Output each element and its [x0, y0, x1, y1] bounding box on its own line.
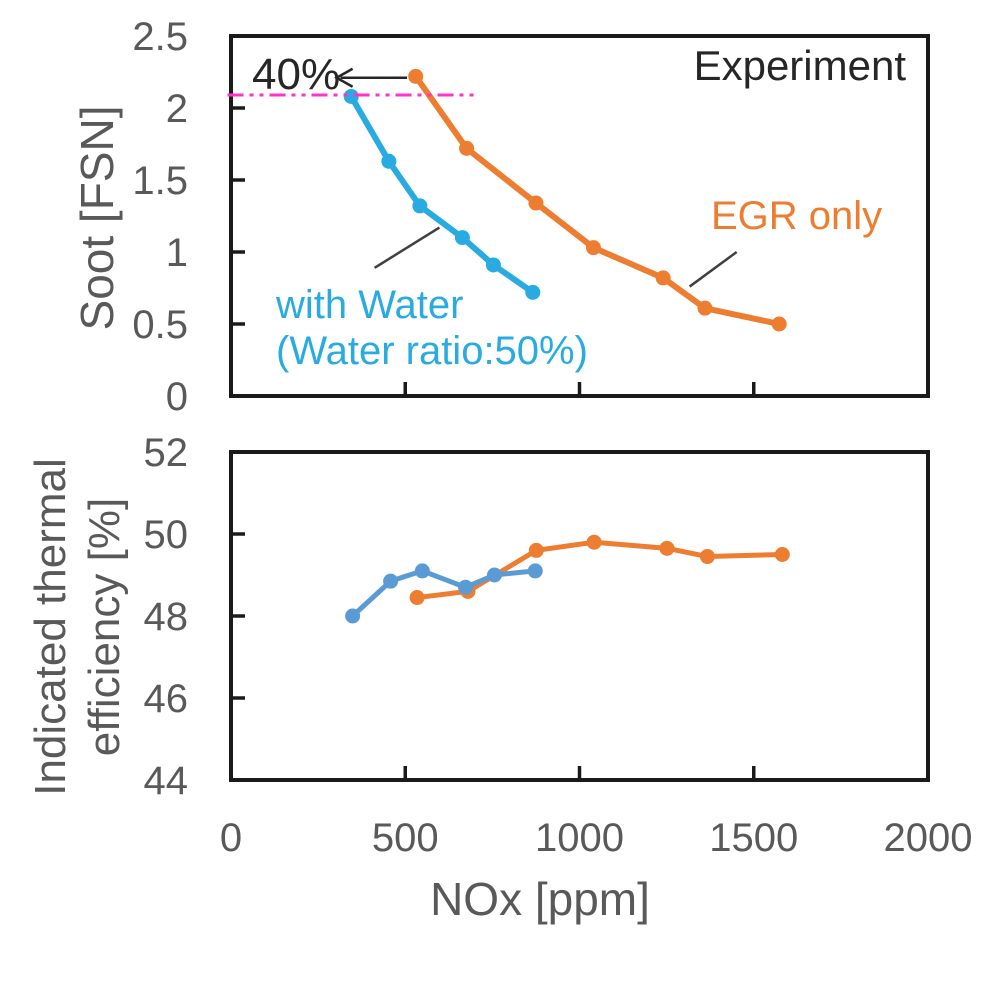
data-point-egr-only [459, 140, 475, 156]
panel-ite: 44 46 48 50 52 0 500 1000 1500 2000 [144, 431, 973, 860]
ite-y-axis-title: Indicated thermal efficiency [%] [24, 427, 132, 827]
y-tick-label: 48 [144, 595, 189, 639]
leader-line-egr-only [688, 250, 738, 288]
data-point-with-water [345, 608, 361, 624]
y-tick-label: 2.5 [132, 15, 188, 59]
data-point-egr-only [771, 316, 787, 332]
series-line-with-water-water-ratio-50 [348, 93, 536, 296]
data-point-egr-only [699, 549, 715, 565]
data-point-egr-only [774, 547, 790, 562]
data-point-egr-only [408, 68, 424, 84]
nox-reduction-40pct-label: 40% [252, 50, 341, 99]
y-tick-label: 50 [144, 513, 189, 557]
data-point-egr-only [655, 270, 671, 286]
ite-y-axis-title-line1: Indicated thermal [26, 458, 75, 796]
y-tick-label: 46 [144, 677, 189, 721]
y-tick-label: 1 [166, 231, 188, 275]
y-tick-label: 52 [144, 431, 189, 475]
y-tick-label: 44 [144, 759, 189, 803]
data-point-egr-only [659, 540, 675, 556]
data-point-egr-only [528, 542, 544, 558]
data-point-with-water [383, 573, 399, 589]
data-point-with-water [414, 563, 430, 579]
data-point-with-water-water-ratio-50 [485, 257, 501, 273]
x-tick-label: 2000 [884, 816, 973, 860]
data-point-egr-only [409, 590, 425, 606]
soot-y-axis-title: Soot [FSN] [71, 105, 123, 331]
data-point-egr-only [586, 534, 602, 550]
x-tick-label: 500 [372, 816, 439, 860]
y-tick-label: 2 [166, 87, 188, 131]
x-axis-title: NOx [ppm] [430, 873, 650, 925]
plot-border [229, 34, 930, 398]
ite-y-axis-title-line2: efficiency [%] [80, 497, 129, 757]
x-tick-label: 0 [220, 816, 242, 860]
x-tick-label: 1500 [709, 816, 798, 860]
with-water-series-label: with Water (Water ratio:50%) [276, 282, 588, 374]
data-point-with-water [458, 579, 474, 595]
experiment-label: Experiment [693, 42, 906, 89]
y-tick-label: 0.5 [132, 303, 188, 347]
data-point-egr-only [697, 300, 713, 316]
with-water-series-label-line1: with Water [276, 283, 464, 327]
data-point-egr-only [528, 195, 544, 211]
panel-soot: 0 0.5 1 1.5 2 2.5 [132, 15, 930, 419]
data-point-with-water-water-ratio-50 [525, 284, 541, 300]
with-water-series-label-line2: (Water ratio:50%) [276, 329, 588, 373]
data-point-with-water-water-ratio-50 [343, 88, 359, 104]
data-point-egr-only [585, 240, 601, 256]
leader-line-with-water [373, 226, 441, 269]
data-point-with-water [527, 563, 543, 579]
y-tick-label: 1.5 [132, 159, 188, 203]
x-tick-label: 1000 [535, 816, 624, 860]
data-point-with-water-water-ratio-50 [381, 153, 397, 169]
data-point-with-water [486, 567, 502, 583]
egr-only-series-label: EGR only [711, 194, 883, 238]
data-point-with-water-water-ratio-50 [412, 198, 428, 214]
reduction-arrow-head [334, 67, 354, 88]
data-point-with-water-water-ratio-50 [454, 230, 470, 246]
plot-border [229, 450, 930, 782]
y-tick-label: 0 [166, 375, 188, 419]
